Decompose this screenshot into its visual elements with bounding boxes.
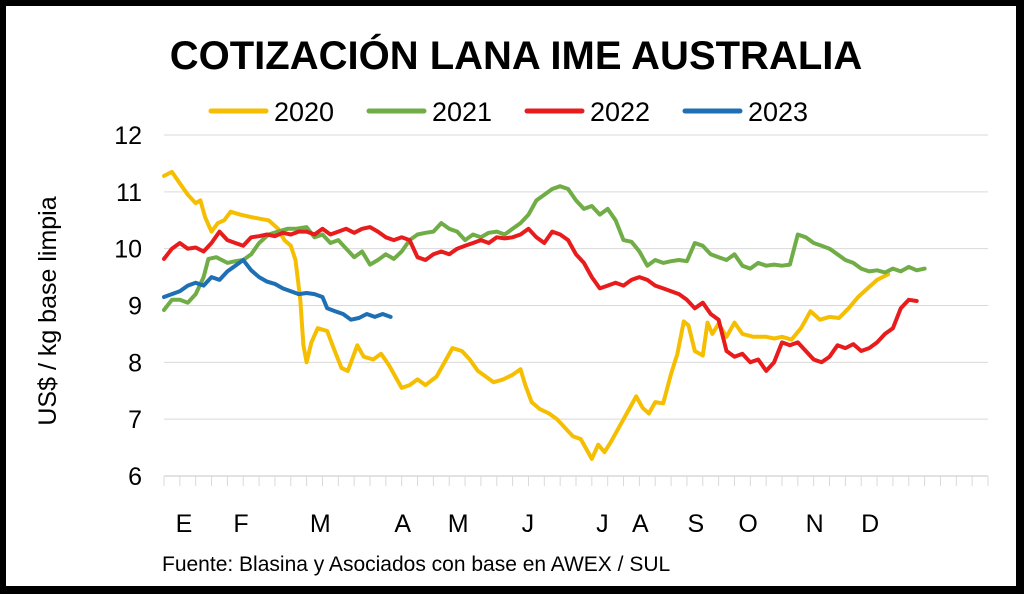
chart-svg: COTIZACIÓN LANA IME AUSTRALIA 2020 2021 20…	[34, 32, 989, 576]
x-month-label: M	[448, 510, 469, 538]
gridlines	[164, 134, 988, 420]
series-line-2022	[162, 225, 919, 373]
x-month-label: M	[310, 510, 331, 538]
chart-title: COTIZACIÓN LANA IME AUSTRALIA	[170, 32, 863, 78]
x-month-label: E	[176, 510, 193, 538]
series-line-2020	[162, 169, 891, 461]
y-tick-label: 12	[114, 122, 142, 150]
y-tick-label: 9	[128, 293, 142, 321]
series-lines	[162, 169, 927, 461]
y-tick-label: 6	[128, 463, 142, 491]
legend: 2020 2021 2022 2023	[208, 97, 808, 127]
x-month-label: A	[394, 510, 411, 538]
x-axis	[163, 475, 989, 486]
y-tick-label: 7	[128, 406, 142, 434]
y-tick-label: 11	[116, 179, 142, 207]
legend-label-2020: 2020	[274, 97, 334, 127]
legend-label-2023: 2023	[748, 97, 808, 127]
x-month-label: A	[632, 510, 649, 538]
x-month-label: J	[522, 510, 535, 538]
series-line-2021	[162, 184, 927, 312]
chart-frame: COTIZACIÓN LANA IME AUSTRALIA 2020 2021 20…	[6, 6, 1016, 586]
legend-label-2022: 2022	[590, 97, 650, 127]
x-month-label: S	[687, 510, 704, 538]
y-tick-label: 8	[128, 349, 142, 377]
x-month-label: F	[233, 510, 248, 538]
x-month-label: J	[596, 510, 609, 538]
y-axis-label: US$ / kg base limpia	[34, 196, 62, 425]
x-month-label: D	[861, 510, 879, 538]
source-note: Fuente: Blasina y Asociados con base en …	[162, 553, 670, 576]
x-month-label: N	[806, 510, 824, 538]
series-line-2023	[162, 258, 393, 322]
y-tick-label: 10	[114, 236, 142, 264]
y-axis-ticks: 6 7 8 9 10 11 12	[114, 122, 142, 491]
x-month-label: O	[738, 510, 757, 538]
legend-label-2021: 2021	[432, 97, 492, 127]
